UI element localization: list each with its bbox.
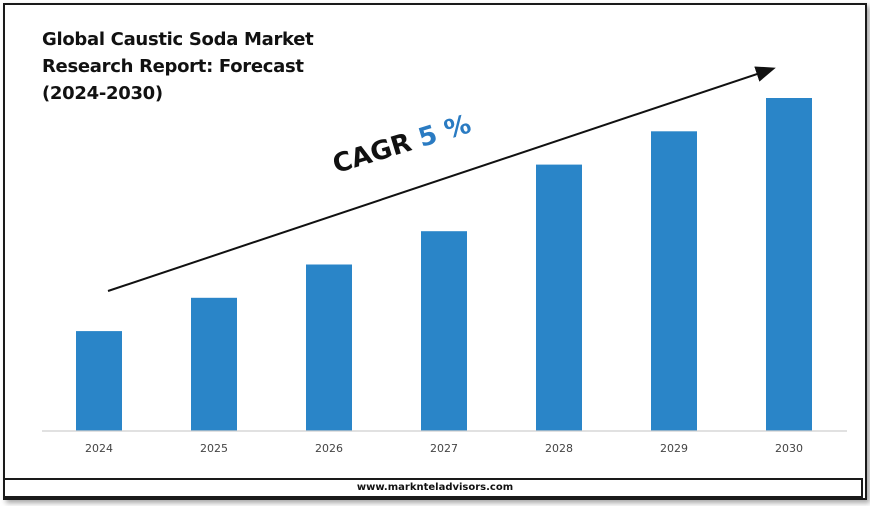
- title-line-2: Research Report: Forecast: [42, 56, 304, 77]
- bar-2024: [76, 331, 122, 431]
- bar-2025: [191, 297, 237, 431]
- x-tick-label-2028: 2028: [545, 442, 573, 455]
- footer-url: www.marknteladvisors.com: [356, 482, 514, 493]
- x-tick-label-2030: 2030: [775, 442, 803, 455]
- bar-2028: [536, 164, 582, 431]
- x-tick-label-2025: 2025: [200, 442, 228, 455]
- x-tick-label-2024: 2024: [85, 442, 113, 455]
- x-tick-label-2029: 2029: [660, 442, 688, 455]
- x-tick-label-2027: 2027: [430, 442, 458, 455]
- bars-group: [76, 98, 812, 432]
- bar-2026: [306, 264, 352, 431]
- x-tick-labels: 2024 2025 2026 2027 2028 2029 2030: [85, 442, 803, 455]
- chart-title: Global Caustic Soda Market Research Repo…: [42, 26, 362, 107]
- footer-bar: [3, 478, 863, 498]
- title-line-3: (2024-2030): [42, 83, 163, 104]
- title-line-1: Global Caustic Soda Market: [42, 29, 314, 50]
- x-tick-label-2026: 2026: [315, 442, 343, 455]
- bar-2029: [651, 131, 697, 432]
- bar-2027: [421, 231, 467, 431]
- trend-arrow: [107, 66, 776, 292]
- bar-2030: [766, 98, 812, 431]
